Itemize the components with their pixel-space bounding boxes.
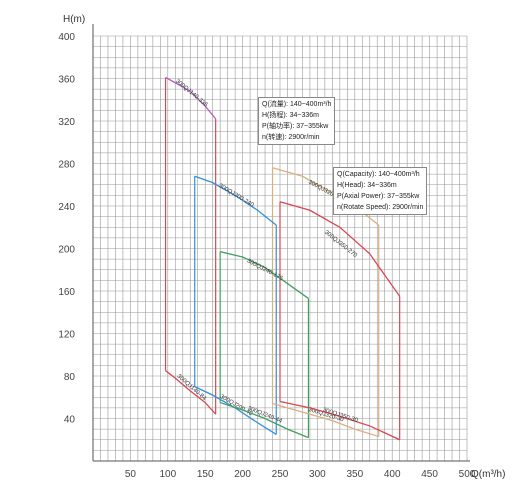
series-line: [279, 400, 400, 441]
x-tick-label: 300: [309, 469, 326, 480]
y-tick-label: 240: [58, 202, 75, 213]
infobox-en-line-power: P(Axial Power): 37~355kw: [337, 193, 420, 200]
series-label: 300QJ140-84: [176, 374, 208, 403]
infobox-english: Q(Capacity): 140~400m³/h H(Head): 34~336…: [333, 167, 428, 215]
infobox-cn-line-power: P(轴功率): 37~355kw: [262, 123, 329, 130]
infobox-chinese: Q(流量): 140~400m³/h H(扬程): 34~336m P(轴功率)…: [258, 97, 336, 145]
x-tick-label: 500: [459, 469, 476, 480]
infobox-cn-line-speed: n(转速): 2900r/min: [262, 134, 320, 141]
series-line: [194, 386, 277, 435]
x-tick-label: 50: [125, 469, 137, 480]
y-tick-label: 400: [58, 32, 75, 43]
y-tick-label: 160: [58, 287, 75, 298]
infobox-en-line-head: H(Head): 34~336m: [337, 182, 397, 189]
infobox-cn-line-capacity: Q(流量): 140~400m³/h: [262, 101, 332, 108]
y-tick-label: 280: [58, 160, 75, 171]
x-tick-label: 200: [234, 469, 251, 480]
series-line: [194, 175, 277, 226]
x-tick-label: 250: [272, 469, 289, 480]
x-axis-title: Q(m³/h): [471, 469, 505, 480]
infobox-en-line-speed: n(Rotate Speed): 2900r/min: [337, 204, 424, 211]
series-label: 300QJ140-336: [174, 78, 209, 108]
y-tick-label: 320: [58, 117, 75, 128]
series-line: [220, 251, 309, 299]
x-tick-label: 450: [421, 469, 438, 480]
y-tick-label: 200: [58, 245, 75, 256]
series-line: [272, 402, 379, 438]
y-tick-label: 120: [58, 330, 75, 341]
infobox-cn-line-head: H(扬程): 34~336m: [262, 112, 319, 119]
x-tick-label: 100: [159, 469, 176, 480]
y-axis-title: H(m): [63, 14, 85, 25]
series-line: [165, 76, 217, 120]
series-line: [279, 201, 401, 297]
y-tick-label: 40: [64, 415, 76, 426]
y-tick-label: 360: [58, 75, 75, 86]
x-tick-label: 350: [346, 469, 363, 480]
series-line: [165, 370, 217, 415]
x-tick-label: 150: [197, 469, 214, 480]
y-tick-label: 80: [64, 372, 76, 383]
infobox-en-line-capacity: Q(Capacity): 140~400m³/h: [337, 171, 420, 178]
series-label: 300QJ350-270: [323, 230, 358, 260]
series-label: 300QJ200-240: [217, 183, 255, 209]
x-tick-label: 400: [384, 469, 401, 480]
series-line: [219, 401, 309, 439]
